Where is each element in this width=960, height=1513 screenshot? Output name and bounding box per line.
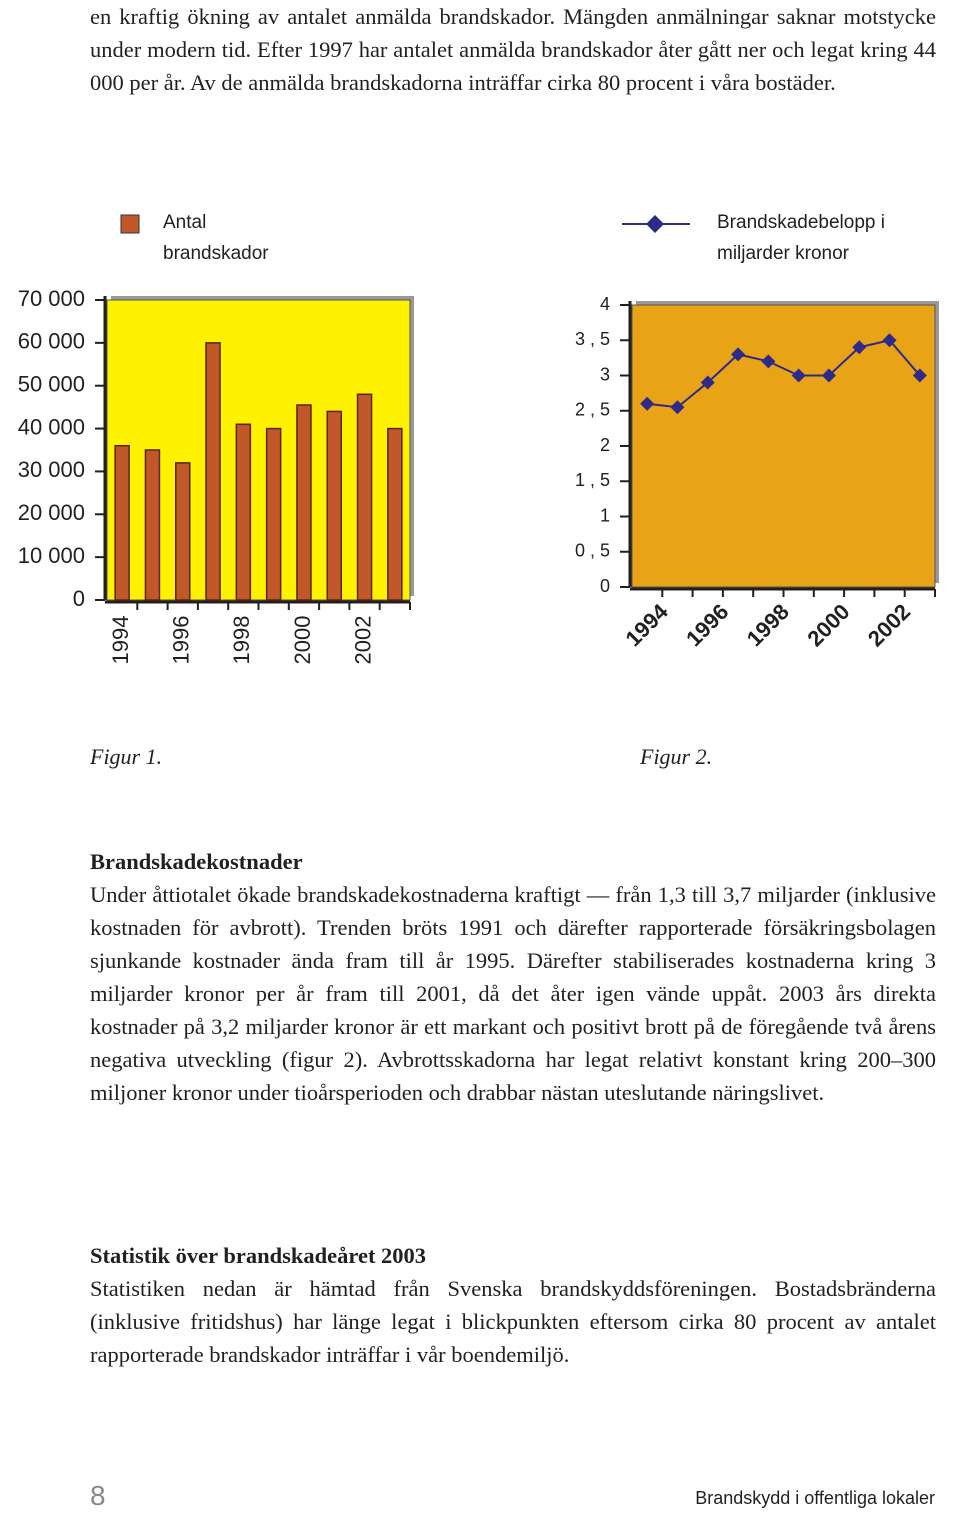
figure-caption: Figur 1. (90, 744, 163, 769)
y-tick-label: 0 (73, 586, 85, 611)
y-tick-label: 70 000 (18, 286, 85, 311)
marker (731, 347, 746, 362)
bar (296, 404, 312, 601)
marker (670, 400, 685, 415)
y-tick-label: 10 000 (18, 543, 85, 568)
y-tick-label: 1 (600, 505, 610, 525)
y-tick-label: 4 (600, 294, 610, 314)
x-tick-label: 2002 (863, 599, 915, 651)
legend-marker (646, 215, 664, 233)
marker (640, 396, 655, 411)
x-tick-label: 1994 (108, 616, 133, 665)
marker (912, 368, 927, 383)
bar (114, 444, 130, 601)
y-tick-label: 3 (600, 364, 610, 384)
x-tick-label: 1994 (621, 598, 674, 651)
section: Statistik över brandskadeåret 2003 Stati… (90, 1239, 936, 1371)
bar (235, 423, 252, 601)
bar (175, 462, 191, 601)
y-tick-label: 1 , 5 (575, 470, 610, 490)
y-tick-label: 3 , 5 (575, 329, 610, 349)
bar (265, 427, 282, 601)
bar (356, 393, 373, 601)
section: Brandskadekostnader Under åttiotalet öka… (90, 845, 936, 1109)
intro-paragraph: en kraftig ökning av antalet anmälda bra… (90, 4, 936, 95)
y-tick-label: 0 (600, 576, 610, 596)
y-tick-label: 30 000 (18, 457, 85, 482)
x-tick-label: 2002 (350, 616, 375, 665)
marker (700, 375, 715, 390)
marker (852, 340, 867, 355)
section-body: Statistiken nedan är hämtad från Svenska… (90, 1276, 936, 1367)
y-tick-label: 0 , 5 (575, 541, 610, 561)
line (647, 339, 921, 409)
y-tick-label: 2 , 5 (575, 400, 610, 420)
section-heading: Brandskadekostnader (90, 849, 303, 874)
bar (205, 342, 221, 601)
x-tick-label: 1998 (229, 616, 254, 665)
x-tick-label: 2000 (802, 599, 854, 651)
x-tick-label: 2000 (290, 616, 315, 665)
charts: 0 10 000 20 000 30 000 40 000 50 000 60 000 70 … (18, 214, 939, 665)
bar (326, 410, 342, 601)
page-number: 8 (90, 1480, 106, 1511)
y-tick-label: 2 (600, 435, 610, 455)
figure-caption: Figur 2. (640, 744, 713, 769)
plot-area (631, 304, 936, 588)
section-heading: Statistik över brandskadeåret 2003 (90, 1243, 427, 1268)
footer-title: Brandskydd i offentliga lokaler (695, 1488, 935, 1508)
y-tick-label: 20 000 (18, 500, 85, 525)
marker (761, 354, 776, 369)
section-body: Under åttiotalet ökade brandskadekostnad… (90, 882, 936, 1105)
legend-swatch (120, 214, 140, 234)
legend-label: Antal brandskador (163, 212, 269, 264)
bar (387, 427, 403, 601)
legend-label: Brandskadebelopp i miljarder kronor (717, 212, 885, 264)
x-tick-label: 1996 (681, 599, 733, 651)
y-tick-label: 50 000 (18, 372, 85, 397)
y-tick-label: 60 000 (18, 329, 85, 354)
marker (791, 368, 806, 383)
x-tick-label: 1996 (169, 616, 194, 665)
marker (821, 368, 836, 383)
y-tick-label: 40 000 (18, 414, 85, 439)
bar (144, 449, 161, 601)
x-tick-label: 1998 (742, 599, 794, 651)
marker (882, 333, 897, 348)
